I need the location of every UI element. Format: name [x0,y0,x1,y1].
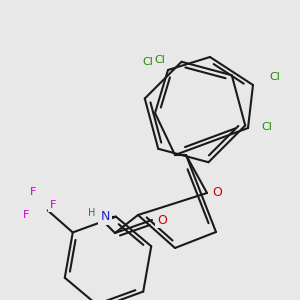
Text: Cl: Cl [262,122,273,133]
Text: H: H [88,208,96,218]
Text: Cl: Cl [142,57,153,67]
Text: O: O [157,214,167,226]
Text: F: F [30,188,36,197]
Text: Cl: Cl [270,72,280,82]
Text: Cl: Cl [154,55,165,65]
Text: N: N [100,211,110,224]
Text: F: F [50,200,56,210]
Text: O: O [212,187,222,200]
Text: F: F [22,210,29,220]
